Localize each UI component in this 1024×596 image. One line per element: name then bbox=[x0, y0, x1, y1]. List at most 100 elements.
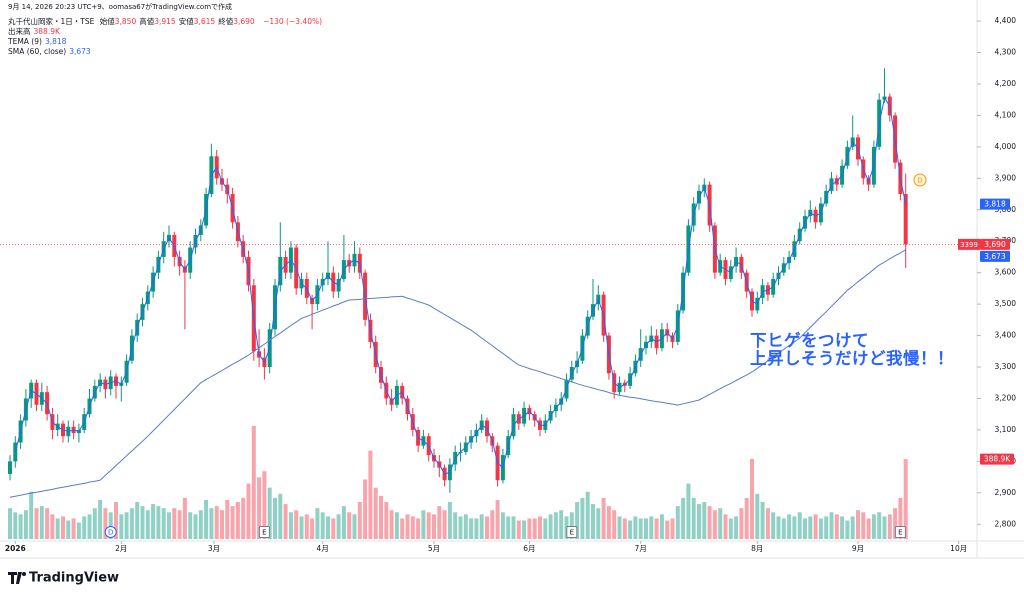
volume-bar bbox=[898, 497, 903, 539]
y-tick-label: 4,100 bbox=[995, 110, 1017, 119]
candle-body bbox=[8, 461, 12, 474]
volume-bar bbox=[442, 510, 447, 539]
x-tick-label: 3月 bbox=[208, 544, 220, 553]
brand-logo bbox=[8, 572, 22, 584]
volume-bar bbox=[363, 479, 368, 539]
ohlc: 始値3,850 高値3,915 安値3,615 終値3,690 bbox=[100, 17, 258, 26]
volume-bar bbox=[707, 506, 712, 539]
y-tick-label: 3,300 bbox=[995, 362, 1017, 371]
volume-bar bbox=[781, 518, 786, 539]
dividend-marker[interactable] bbox=[913, 173, 927, 187]
volume-bar bbox=[188, 512, 193, 539]
volume-bar bbox=[760, 502, 765, 539]
indicator-line bbox=[14, 96, 907, 475]
x-tick-label: 10月 bbox=[950, 544, 967, 553]
volume-bar bbox=[882, 516, 887, 539]
symbol-legend: 丸千代山岡家・1日・TSE 始値3,850 高値3,915 安値3,615 終値3,6… bbox=[8, 17, 325, 27]
volume-bar bbox=[389, 510, 394, 539]
x-tick-label: 9月 bbox=[852, 544, 864, 553]
volume-bar bbox=[315, 508, 320, 539]
event-marker bbox=[894, 526, 906, 538]
volume-bar bbox=[320, 512, 325, 539]
annotation: 下ヒゲをつけて bbox=[750, 331, 869, 350]
event-label: E bbox=[262, 529, 266, 537]
x-tick-label: 8月 bbox=[751, 544, 763, 553]
volume-bar bbox=[267, 487, 272, 539]
volume-bar bbox=[866, 518, 871, 539]
x-tick-label: 5月 bbox=[428, 544, 440, 553]
event-marker[interactable] bbox=[104, 526, 117, 538]
volume-bar bbox=[198, 510, 203, 539]
volume-bar bbox=[628, 520, 633, 539]
volume-bar bbox=[840, 516, 845, 539]
ohlc-label: 始値 bbox=[99, 17, 115, 26]
volume-bar bbox=[659, 514, 664, 539]
volume-bar bbox=[755, 493, 760, 539]
volume-bar bbox=[506, 516, 511, 539]
volume-bar bbox=[569, 512, 574, 539]
brand-name: TradingView bbox=[29, 571, 119, 586]
volume-bar bbox=[469, 518, 474, 539]
y-tick-label: 3,400 bbox=[995, 331, 1017, 340]
x-tick-label: 6月 bbox=[523, 544, 535, 553]
volume-bar bbox=[182, 497, 187, 539]
volume-bar bbox=[92, 508, 97, 539]
sma-price-label-box bbox=[980, 250, 1010, 262]
x-tick-label: 4月 bbox=[317, 544, 329, 553]
sma-price-label: 3,673 bbox=[984, 252, 1006, 261]
volume-bar bbox=[326, 516, 330, 539]
volume-bar bbox=[283, 504, 288, 539]
volume-bar bbox=[145, 510, 150, 539]
volume-bar bbox=[129, 508, 134, 539]
volume-bar bbox=[734, 516, 739, 539]
volume-bar bbox=[310, 518, 315, 539]
volume-bar bbox=[601, 497, 606, 539]
volume-bar bbox=[61, 516, 65, 539]
volume-bar bbox=[426, 512, 431, 539]
volume-bar bbox=[591, 504, 595, 539]
volume-bar bbox=[124, 512, 129, 539]
tema-price-label-box bbox=[980, 198, 1010, 210]
volume-bar bbox=[278, 493, 283, 539]
volume-bar bbox=[675, 506, 680, 539]
volume-bar bbox=[522, 520, 527, 539]
volume-bar bbox=[861, 512, 866, 539]
volume-bar bbox=[527, 518, 532, 539]
volume-bar bbox=[437, 506, 442, 539]
y-tick-label: 4,300 bbox=[995, 48, 1017, 57]
volume-bar bbox=[241, 497, 246, 539]
volume-bar bbox=[8, 508, 12, 539]
volume-bar bbox=[114, 502, 118, 539]
close-price-label-box bbox=[980, 238, 1010, 250]
volume-bar bbox=[903, 459, 908, 539]
y-tick-label: 3,600 bbox=[995, 268, 1017, 277]
volume-bar bbox=[177, 510, 182, 539]
volume-bar bbox=[691, 497, 696, 539]
volume-bar bbox=[765, 508, 770, 539]
volume-bar bbox=[230, 506, 235, 539]
volume-bar bbox=[829, 512, 834, 539]
y-tick-label: 3,100 bbox=[995, 425, 1017, 434]
ohlc-label: 終値 bbox=[218, 17, 234, 26]
volume-bar bbox=[617, 516, 622, 539]
volume-bar bbox=[156, 506, 161, 539]
volume-bar bbox=[394, 512, 399, 539]
volume-bar bbox=[739, 508, 744, 539]
tema-name: TEMA (9) bbox=[8, 37, 42, 46]
indicators bbox=[0, 96, 977, 498]
y-tick-label: 3,900 bbox=[995, 173, 1017, 182]
volume-bar bbox=[257, 477, 262, 539]
volume-bar bbox=[140, 506, 145, 539]
volume-bar bbox=[34, 508, 39, 539]
y-tick-label: 4,000 bbox=[995, 142, 1017, 151]
tema-price-label: 3,818 bbox=[984, 200, 1006, 209]
volume-bar bbox=[490, 510, 495, 539]
y-tick-label: 3,200 bbox=[995, 393, 1017, 402]
volume-bar bbox=[82, 516, 87, 539]
volume-bar bbox=[728, 518, 733, 539]
volume-bar bbox=[856, 510, 860, 539]
volume-bar bbox=[273, 497, 277, 539]
volume-bar bbox=[712, 510, 717, 539]
